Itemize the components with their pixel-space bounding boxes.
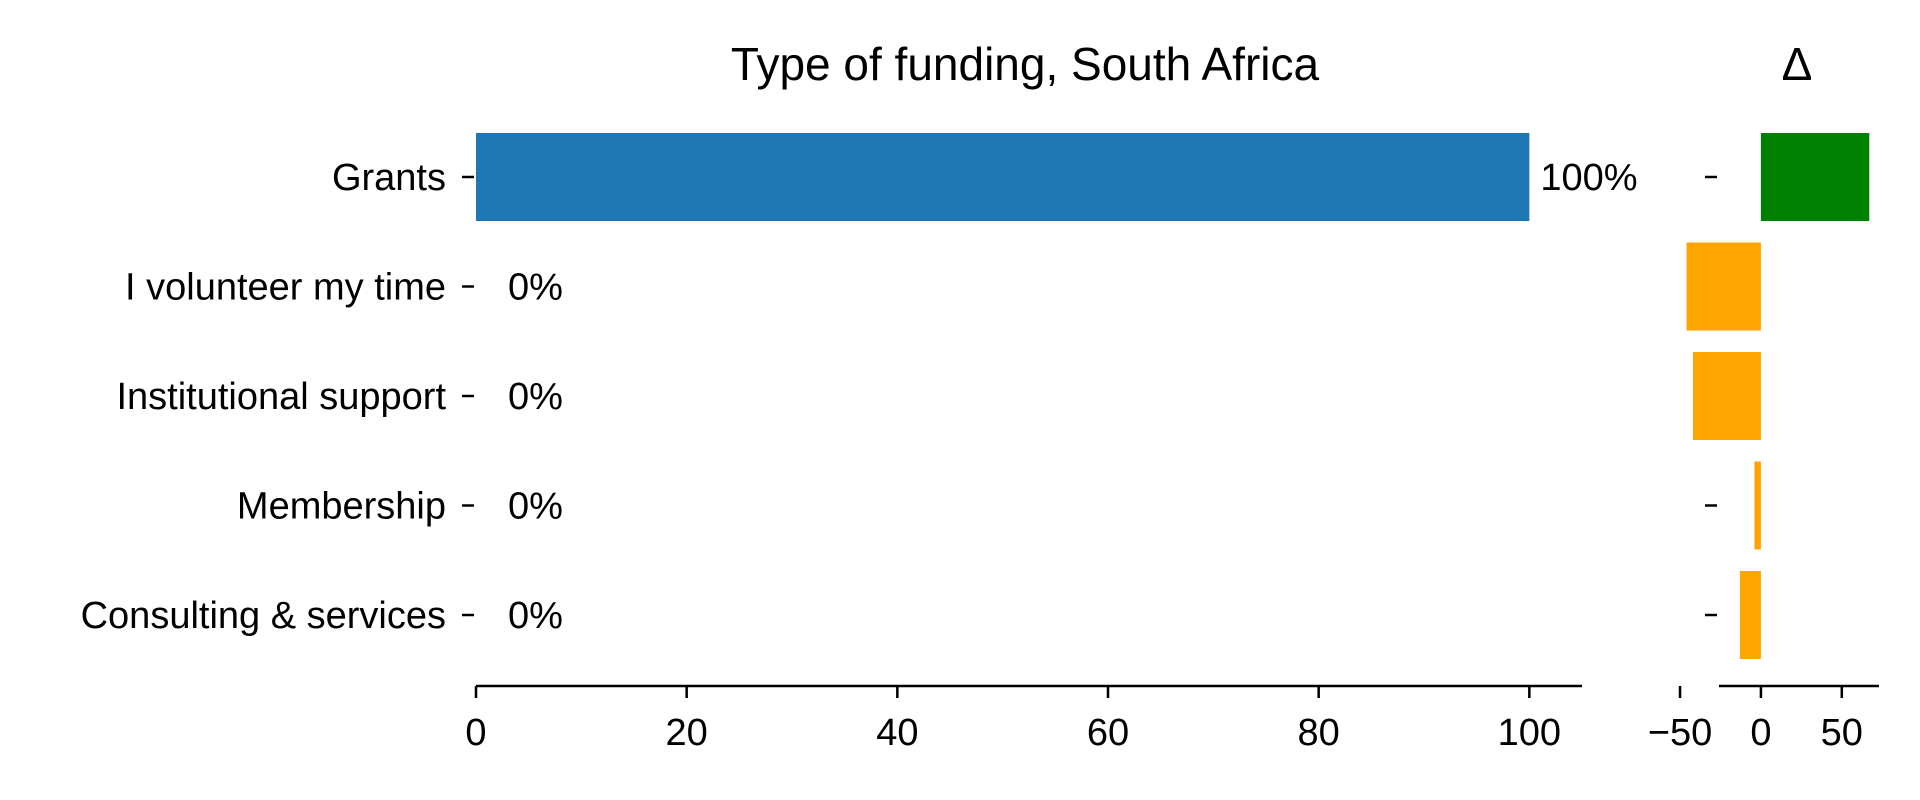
delta-bar-grants bbox=[1760, 133, 1870, 221]
main-value-label-i-volunteer-my-time: 0% bbox=[508, 267, 563, 309]
main-value-label-consulting-and-services: 0% bbox=[508, 595, 563, 637]
main-category-label-membership: Membership bbox=[237, 486, 446, 528]
main-xtick-label-80: 80 bbox=[1298, 712, 1340, 754]
main-category-label-i-volunteer-my-time: I volunteer my time bbox=[125, 267, 446, 309]
main-value-label-membership: 0% bbox=[508, 486, 563, 528]
main-category-label-consulting-and-services: Consulting & services bbox=[81, 595, 446, 637]
main-value-label-grants: 100% bbox=[1540, 157, 1637, 199]
delta-chart-title: Δ bbox=[1782, 38, 1813, 90]
main-xtick-label-20: 20 bbox=[666, 712, 708, 754]
delta-bar-i-volunteer-my-time bbox=[1686, 242, 1761, 331]
main-xtick-label-40: 40 bbox=[876, 712, 918, 754]
main-xtick-label-0: 0 bbox=[465, 712, 486, 754]
delta-bar-membership bbox=[1754, 461, 1761, 550]
delta-bar-institutional-support bbox=[1692, 352, 1761, 440]
main-category-label-institutional-support: Institutional support bbox=[116, 376, 446, 418]
main-value-label-institutional-support: 0% bbox=[508, 376, 563, 418]
main-bar-panel: Grants 100% I volunteer my time 0% Instituti… bbox=[81, 133, 1638, 754]
main-xtick-label-60: 60 bbox=[1087, 712, 1129, 754]
delta-bar-panel: −50 0 50 bbox=[1648, 133, 1879, 754]
main-category-label-grants: Grants bbox=[332, 157, 446, 199]
delta-bar-consulting-and-services bbox=[1739, 571, 1761, 659]
delta-xtick-label-1: 0 bbox=[1750, 712, 1771, 754]
main-xtick-label-100: 100 bbox=[1498, 712, 1561, 754]
delta-xtick-label-0: −50 bbox=[1648, 712, 1712, 754]
main-bar-grants bbox=[476, 133, 1530, 221]
delta-xtick-label-2: 50 bbox=[1821, 712, 1863, 754]
main-chart-title: Type of funding, South Africa bbox=[731, 38, 1320, 90]
